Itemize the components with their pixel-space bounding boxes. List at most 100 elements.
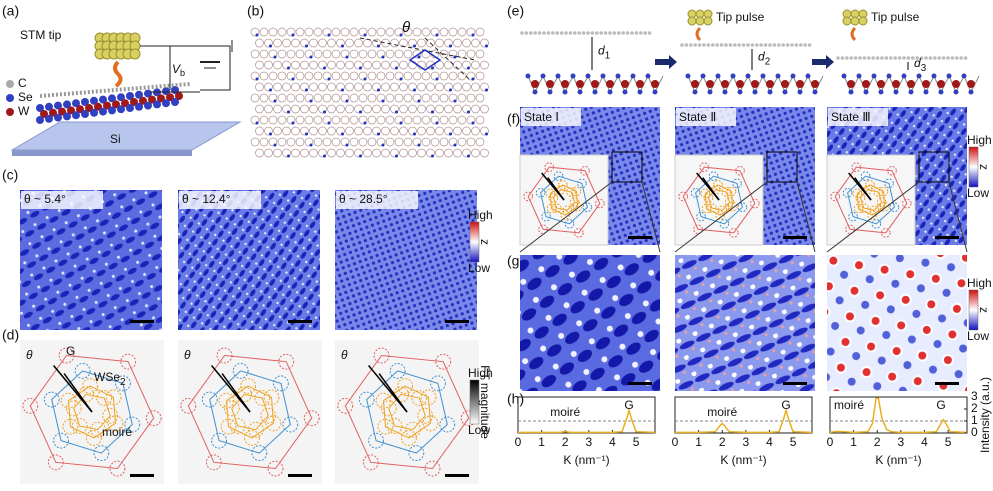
spot bbox=[232, 362, 249, 379]
graphene-atom bbox=[746, 43, 750, 47]
carbon-ring bbox=[385, 93, 395, 103]
se-atom bbox=[413, 44, 416, 48]
graphene-atom bbox=[689, 43, 693, 47]
label-bg bbox=[521, 108, 581, 126]
w-atom bbox=[112, 100, 120, 109]
carbon-ring bbox=[354, 148, 363, 158]
spot bbox=[105, 389, 122, 406]
se-atom bbox=[707, 89, 713, 95]
w-atom bbox=[531, 80, 539, 88]
spot bbox=[887, 165, 897, 176]
hexagon bbox=[707, 189, 731, 211]
gap-label: d1 bbox=[598, 44, 610, 61]
carbon-ring bbox=[327, 38, 336, 48]
se-atom bbox=[901, 73, 907, 79]
spot bbox=[595, 198, 605, 209]
g-label: G bbox=[66, 344, 75, 358]
carbon-ring bbox=[426, 38, 435, 48]
se-atom bbox=[485, 44, 488, 48]
circuit bbox=[140, 45, 231, 93]
se-atom bbox=[291, 33, 295, 37]
se-atom bbox=[577, 89, 583, 95]
theta-label: θ bbox=[184, 348, 191, 362]
carbon-ring bbox=[444, 38, 453, 48]
carbon-ring bbox=[354, 82, 363, 92]
spot bbox=[380, 400, 397, 417]
spot bbox=[218, 392, 235, 409]
se-atom bbox=[45, 114, 53, 123]
carbon-ring bbox=[282, 104, 291, 114]
spot bbox=[82, 378, 99, 394]
se-atom bbox=[782, 89, 788, 95]
spot bbox=[263, 389, 280, 406]
carbon-ring bbox=[417, 104, 426, 114]
carbon-ring bbox=[390, 148, 399, 158]
se-atom bbox=[381, 55, 385, 59]
carbon-ring bbox=[466, 49, 476, 59]
spot bbox=[251, 445, 268, 462]
graphene-atom bbox=[889, 56, 893, 60]
spot bbox=[267, 460, 284, 477]
graphene-atom bbox=[799, 43, 803, 47]
spot bbox=[860, 171, 871, 181]
spot bbox=[862, 184, 873, 195]
panel-label: (d) bbox=[2, 327, 19, 343]
graphene-atom bbox=[577, 31, 581, 35]
carbon-ring bbox=[349, 49, 359, 59]
carbon-ring bbox=[462, 38, 471, 48]
spot bbox=[78, 386, 95, 403]
graphene-atom bbox=[564, 31, 568, 35]
spot bbox=[211, 432, 228, 449]
carbon-ring bbox=[300, 126, 309, 136]
panel-label: (a) bbox=[2, 3, 19, 19]
carbon-ring bbox=[444, 82, 453, 92]
w-atom bbox=[157, 94, 165, 103]
w-atom bbox=[922, 80, 930, 88]
colorbar-low: Low bbox=[468, 261, 490, 275]
se-atom bbox=[435, 77, 439, 81]
carbon-ring bbox=[268, 49, 278, 59]
spot bbox=[879, 201, 890, 212]
se-atom bbox=[685, 73, 691, 79]
carbon-ring bbox=[412, 137, 422, 147]
x-axis-label: K (nm⁻¹) bbox=[875, 453, 921, 467]
se-atom bbox=[90, 96, 98, 105]
carbon-ring bbox=[376, 115, 386, 125]
carbon-ring bbox=[430, 27, 440, 37]
carbon-ring bbox=[372, 104, 381, 114]
spot bbox=[358, 391, 375, 408]
scale-bar bbox=[445, 474, 469, 477]
carbon-ring bbox=[417, 148, 426, 158]
carbon-ring bbox=[385, 49, 395, 59]
spot bbox=[538, 224, 548, 235]
carbon-ring bbox=[462, 104, 471, 114]
se-atom bbox=[931, 73, 937, 79]
w-atom bbox=[591, 80, 599, 88]
carbon-ring bbox=[259, 115, 269, 125]
graphene-atom bbox=[612, 31, 617, 35]
se-atom bbox=[555, 73, 561, 79]
carbon-ring bbox=[268, 27, 278, 37]
spot bbox=[96, 390, 113, 407]
w-atom bbox=[49, 108, 57, 117]
graphene-atom bbox=[684, 43, 689, 47]
x-tick-label: 0 bbox=[827, 435, 834, 449]
se-atom bbox=[255, 33, 259, 37]
se-atom bbox=[752, 89, 758, 95]
carbon-ring bbox=[304, 93, 314, 103]
carbon-ring bbox=[322, 49, 332, 59]
graphene-atom bbox=[781, 43, 785, 47]
carbon-ring bbox=[376, 137, 386, 147]
spot bbox=[216, 347, 233, 364]
carbon-ring bbox=[448, 27, 458, 37]
spot bbox=[124, 416, 141, 433]
carbon-ring bbox=[345, 38, 354, 48]
spot bbox=[577, 178, 587, 189]
carbon-ring bbox=[340, 93, 350, 103]
carbon-ring bbox=[480, 126, 489, 136]
carbon-ring bbox=[349, 137, 359, 147]
colorbar-high: High bbox=[468, 208, 493, 222]
se-atom bbox=[431, 110, 434, 114]
graphene-atom bbox=[546, 31, 551, 35]
se-atom bbox=[99, 107, 107, 116]
